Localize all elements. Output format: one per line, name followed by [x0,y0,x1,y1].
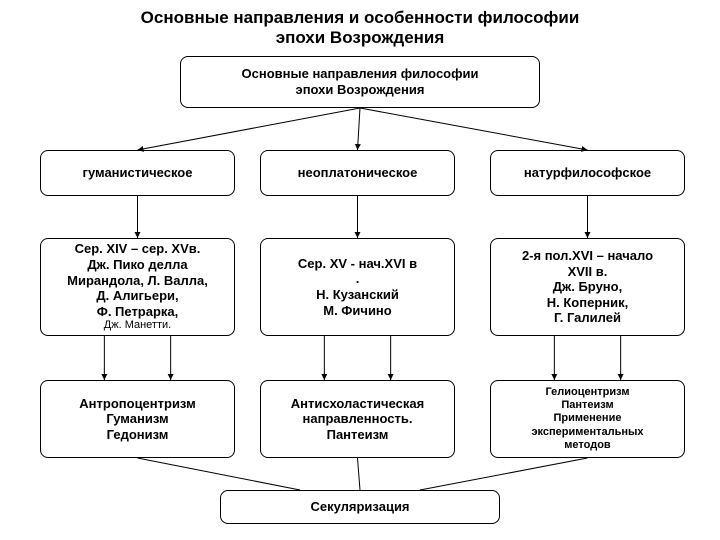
ideas-box: АнтропоцентризмГуманизмГедонизм [40,380,235,458]
ideas-box: Антисхоластическаянаправленность.Пантеиз… [260,380,455,458]
ideas-box: ГелиоцентризмПантеизмПрименениеэкспериме… [490,380,685,458]
footer-box: Секуляризация [220,490,500,524]
period-box: 2-я пол.XVI – началоXVII в.Дж. Бруно,Н. … [490,238,685,336]
direction-box: натурфилософское [490,150,685,196]
root-box: Основные направления философииэпохи Возр… [180,56,540,108]
direction-box: гуманистическое [40,150,235,196]
direction-box: неоплатоническое [260,150,455,196]
period-box: Сер. XV - нач.XVI в.Н. КузанскийМ. Фичин… [260,238,455,336]
page-title: Основные направления и особенности филос… [0,8,720,49]
period-box: Сер. XIV – сер. XVв.Дж. Пико деллаМиранд… [40,238,235,336]
